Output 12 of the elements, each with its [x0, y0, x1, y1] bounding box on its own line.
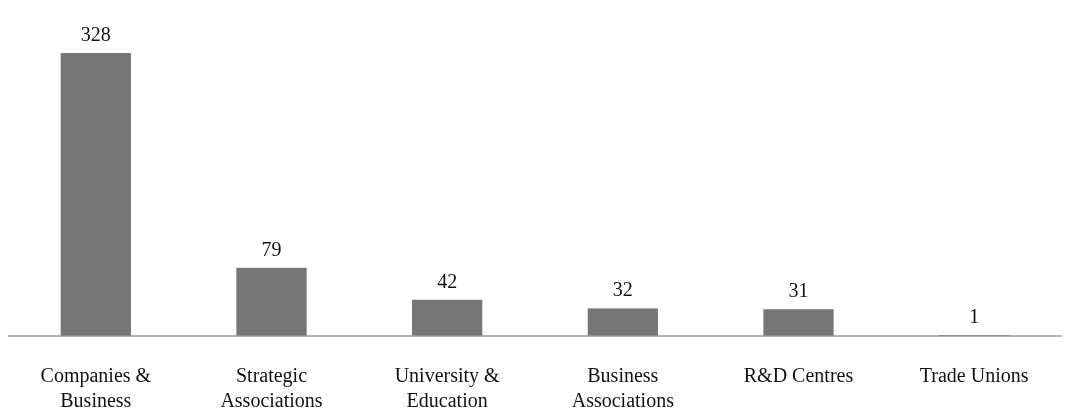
x-tick-label: Trade Unions [919, 364, 1029, 386]
data-label: 328 [80, 23, 111, 45]
data-label: 42 [437, 269, 458, 292]
data-label: 32 [612, 278, 633, 301]
x-tick-label: Business Associations [571, 364, 675, 411]
data-label: 31 [788, 279, 809, 302]
data-label: 79 [261, 237, 282, 260]
x-tick-label: University & Education [394, 364, 501, 411]
x-tick-label: R&D Centres [743, 364, 854, 386]
x-tick-label: Companies & Business [40, 364, 152, 411]
x-tick-label: Strategic Associations [220, 364, 323, 411]
data-label: 1 [969, 305, 980, 328]
